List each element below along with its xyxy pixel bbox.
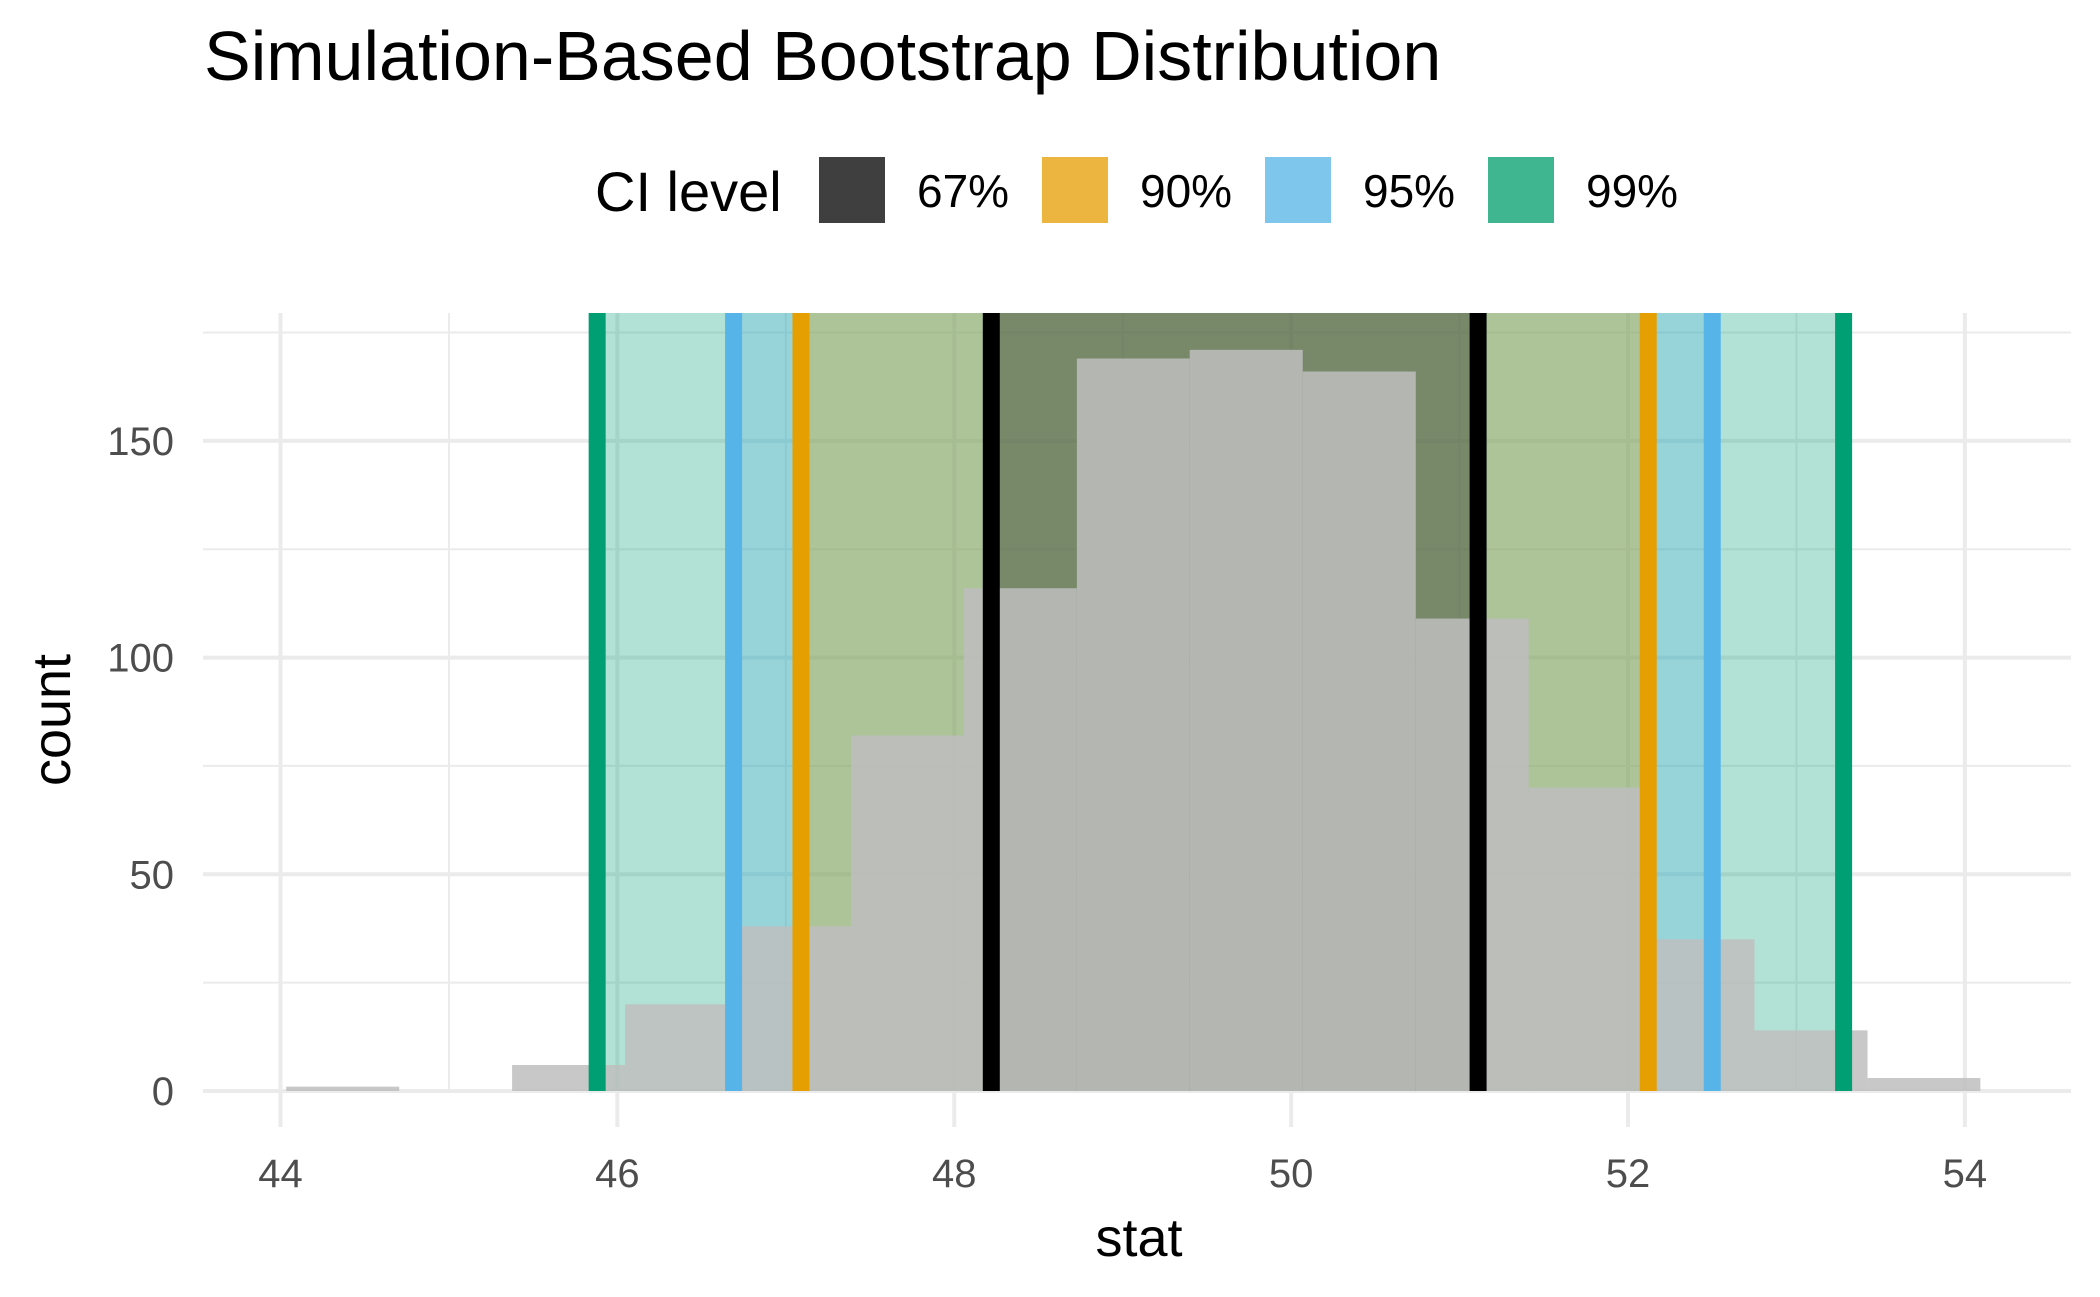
histogram-bar: [1641, 939, 1755, 1091]
ci-lines: [588, 313, 1853, 1091]
histogram-bar: [512, 1064, 626, 1091]
histogram-bar: [1302, 371, 1416, 1091]
y-tick-label: 100: [107, 637, 174, 681]
legend-key: [1265, 157, 1331, 223]
chart-title: Simulation-Based Bootstrap Distribution: [204, 17, 1441, 95]
plot-panel: [203, 313, 2071, 1127]
legend-item: 95%: [1265, 157, 1455, 223]
x-tick-label: 48: [932, 1152, 977, 1196]
x-tick-label: 46: [595, 1152, 640, 1196]
legend-key: [1042, 157, 1108, 223]
y-axis-ticks: 0 50 100 150: [107, 420, 174, 1114]
x-tick-label: 52: [1606, 1152, 1651, 1196]
x-tick-label: 50: [1269, 1152, 1314, 1196]
legend-title: CI level: [595, 160, 782, 223]
legend: CI level 67% 90% 95% 99%: [595, 157, 1678, 223]
legend-label: 99%: [1586, 165, 1678, 217]
histogram-bar: [1528, 787, 1642, 1091]
y-tick-label: 0: [152, 1070, 174, 1114]
legend-item: 67%: [819, 157, 1009, 223]
histogram-bar: [850, 735, 964, 1091]
legend-key: [819, 157, 885, 223]
legend-key: [1488, 157, 1554, 223]
x-tick-label: 44: [258, 1152, 303, 1196]
x-axis-label: stat: [1095, 1208, 1182, 1268]
y-tick-label: 150: [107, 420, 174, 464]
y-axis-label: count: [22, 654, 82, 786]
histogram-bar: [963, 588, 1077, 1091]
legend-item: 99%: [1488, 157, 1678, 223]
legend-label: 90%: [1140, 165, 1232, 217]
legend-label: 67%: [917, 165, 1009, 217]
x-axis-ticks: 44 46 48 50 52 54: [258, 1152, 1987, 1196]
histogram-bar: [625, 1004, 738, 1091]
x-tick-label: 54: [1943, 1152, 1988, 1196]
histogram-bar: [286, 1086, 400, 1091]
histogram-bar: [1189, 349, 1303, 1092]
histogram-bar: [1076, 358, 1190, 1091]
histogram-bar: [1867, 1077, 1981, 1091]
legend-label: 95%: [1363, 165, 1455, 217]
legend-item: 90%: [1042, 157, 1232, 223]
y-tick-label: 50: [130, 853, 175, 897]
